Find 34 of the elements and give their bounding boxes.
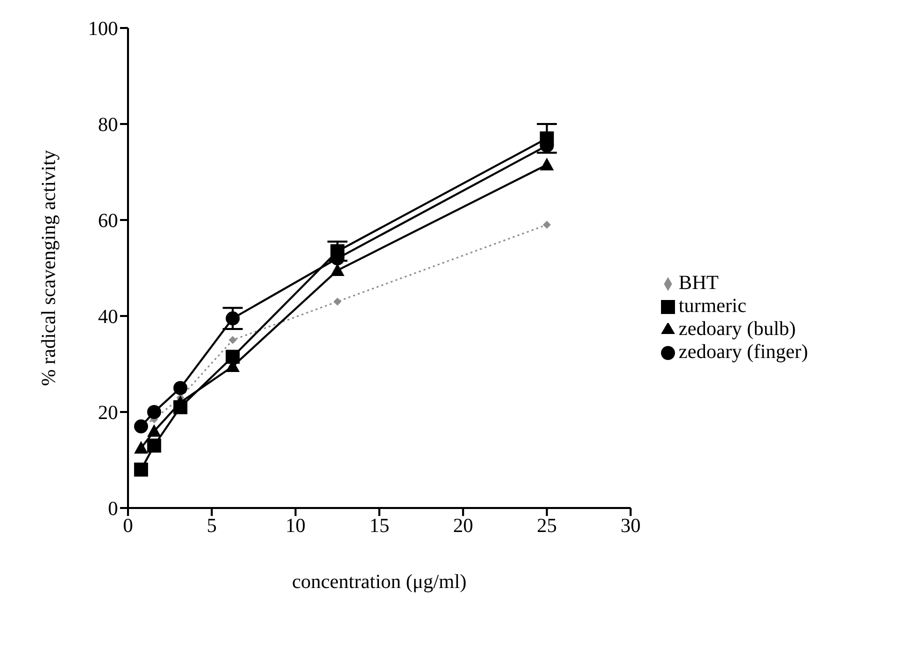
- point: [134, 441, 148, 454]
- point: [228, 336, 237, 344]
- point: [226, 350, 240, 364]
- x-tick-label: 10: [286, 515, 306, 538]
- legend-label: BHT: [678, 272, 719, 294]
- x-tick-label: 25: [536, 515, 557, 538]
- point: [540, 158, 554, 170]
- point: [542, 220, 551, 229]
- point: [147, 438, 162, 453]
- y-tick-label: 20: [98, 402, 118, 424]
- point: [226, 311, 240, 326]
- point: [134, 462, 148, 477]
- y-tick-label: 0: [108, 498, 118, 520]
- point: [173, 395, 188, 408]
- point: [134, 419, 148, 434]
- y-tick-label: 80: [98, 114, 118, 136]
- y-tick-label: 40: [98, 306, 118, 328]
- x-tick-label: 20: [453, 515, 474, 538]
- point: [333, 298, 342, 306]
- y-tick-label: 100: [88, 18, 118, 40]
- y-tick-label: 60: [98, 210, 118, 232]
- point: [147, 424, 162, 437]
- y-axis-title: % radical scavenging activity: [38, 150, 60, 386]
- point: [330, 263, 344, 276]
- legend-label: zedoary (finger): [678, 341, 808, 363]
- point: [147, 405, 162, 419]
- point: [173, 381, 188, 395]
- x-tick-label: 5: [206, 515, 217, 538]
- x-tick-label: 15: [369, 515, 390, 538]
- x-tick-label: 30: [620, 515, 641, 538]
- legend-label: turmeric: [678, 295, 746, 317]
- x-tick-label: 0: [123, 515, 133, 538]
- legend-label: zedoary (bulb): [678, 318, 796, 340]
- x-axis-title: concentration (μg/ml): [292, 571, 467, 593]
